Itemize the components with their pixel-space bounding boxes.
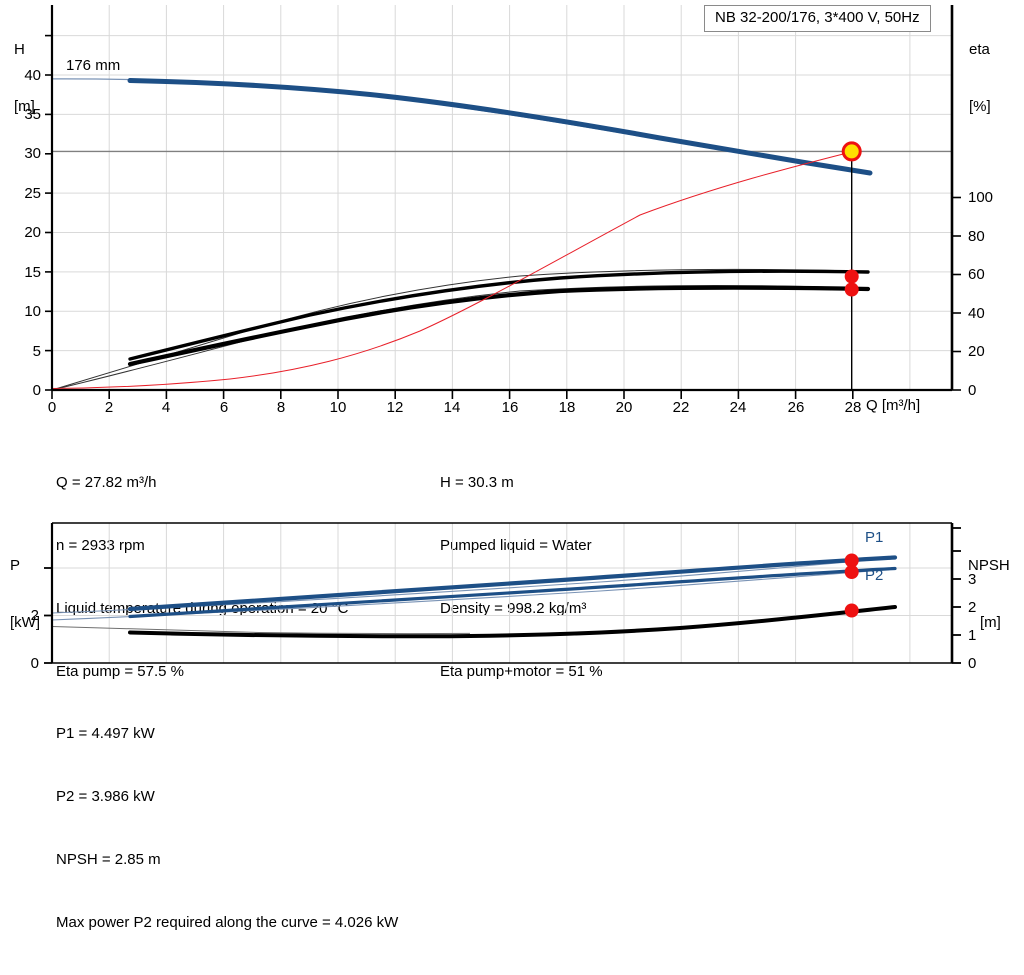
power-npsh-chart (44, 522, 961, 664)
bottom-chart-left-axis-title: P [kW] (10, 518, 40, 670)
q-tick-0: 0 (47, 399, 57, 416)
impeller-diameter-label: 176 mm (66, 57, 121, 74)
top-chart-x-ticks (51, 390, 854, 399)
duty-info-left-line-2: n = 2933 rpm (56, 537, 145, 554)
power-info: P1 = 4.497 kW P2 = 3.986 kW NPSH = 2.85 … (56, 681, 398, 975)
bottom-chart-right-axis-title: NPSH [m] (968, 518, 1010, 670)
npsh-curve-thin (51, 626, 471, 635)
pump-curve-datasheet: H [m] eta [%] Q [m³/h] 0 5 10 15 20 25 3… (10, 2, 1010, 931)
p-tick-2: 2 (30, 607, 39, 624)
power-axis-unit: [kW] (10, 614, 40, 631)
q-tick-4: 4 (161, 399, 171, 416)
duty-point-marker[interactable] (841, 141, 862, 162)
q-tick-14: 14 (443, 399, 461, 416)
power-info-line-4: Max power P2 required along the curve = … (56, 914, 399, 931)
duty-info-right-line-4: Eta pump+motor = 51 % (440, 663, 603, 680)
eta-pump-motor-duty-dot (844, 282, 859, 297)
eta-tick-60: 60 (968, 266, 985, 283)
head-axis-name: H (14, 41, 25, 58)
head-curve-thin (51, 78, 871, 174)
eta-tick-100: 100 (968, 189, 994, 206)
pump-model-title: NB 32-200/176, 3*400 V, 50Hz (704, 5, 931, 32)
power-info-line-3: NPSH = 2.85 m (56, 851, 161, 868)
h-tick-10: 10 (24, 303, 41, 320)
eta-tick-80: 80 (968, 228, 985, 245)
npsh-tick-0: 0 (968, 655, 977, 672)
npsh-duty-dot (844, 603, 859, 618)
eta-axis-name: eta (969, 41, 990, 58)
power-info-line-2: P2 = 3.986 kW (56, 788, 155, 805)
q-tick-24: 24 (729, 399, 747, 416)
head-axis-unit: [m] (14, 98, 35, 115)
duty-info-right-line-2: Pumped liquid = Water (440, 537, 592, 554)
q-tick-18: 18 (558, 399, 576, 416)
q-tick-8: 8 (276, 399, 286, 416)
p1-curve (127, 555, 898, 612)
q-tick-22: 22 (672, 399, 690, 416)
duty-info-right-line-1: H = 30.3 m (440, 474, 514, 491)
duty-info-left-line-4: Eta pump = 57.5 % (56, 663, 184, 680)
power-info-line-1: P1 = 4.497 kW (56, 725, 155, 742)
q-tick-12: 12 (386, 399, 404, 416)
p1-series-label: P1 (865, 529, 884, 546)
top-chart-left-ticks (45, 34, 52, 391)
eta-pump-curve (128, 269, 870, 361)
eta-pump-duty-dot (844, 269, 859, 284)
q-tick-2: 2 (104, 399, 114, 416)
h-tick-35: 35 (24, 106, 41, 123)
npsh-reference-curve-top (51, 151, 852, 389)
h-tick-20: 20 (24, 224, 41, 241)
npsh-curve (128, 605, 897, 639)
h-tick-30: 30 (24, 145, 41, 162)
npsh-axis-unit: [m] (980, 614, 1001, 631)
q-tick-6: 6 (219, 399, 229, 416)
head-curve (127, 78, 873, 176)
p-tick-0: 0 (30, 655, 39, 672)
p2-duty-dot (844, 565, 859, 579)
top-chart-horizontal-gridlines (52, 35, 952, 352)
bottom-chart-right-ticks (952, 527, 961, 664)
eta-tick-40: 40 (968, 305, 985, 322)
p1-duty-dot (844, 553, 859, 568)
eta-pump-motor-curve (127, 285, 871, 367)
top-chart-vertical-gridlines (108, 5, 911, 390)
npsh-axis-name: NPSH (968, 557, 1010, 574)
top-chart-left-axis-title: H [m] (14, 2, 35, 154)
npsh-tick-1: 1 (968, 627, 977, 644)
q-tick-20: 20 (615, 399, 633, 416)
h-tick-25: 25 (24, 185, 41, 202)
q-tick-16: 16 (501, 399, 519, 416)
duty-info-left: Q = 27.82 m³/h n = 2933 rpm Liquid tempe… (56, 430, 348, 724)
flow-axis-title: Q [m³/h] (866, 397, 921, 414)
h-tick-5: 5 (32, 343, 41, 360)
top-chart-right-axis-title: eta [%] (969, 2, 991, 154)
q-tick-26: 26 (787, 399, 805, 416)
q-tick-28: 28 (844, 399, 862, 416)
bottom-chart-vertical-gridlines (108, 523, 911, 663)
npsh-tick-2: 2 (968, 599, 977, 616)
q-tick-10: 10 (329, 399, 347, 416)
h-tick-0: 0 (32, 382, 41, 399)
power-axis-name: P (10, 557, 21, 574)
eta-tick-20: 20 (968, 343, 985, 360)
eta-axis-unit: [%] (969, 98, 991, 115)
npsh-tick-3: 3 (968, 571, 977, 588)
head-eta-chart (45, 5, 961, 399)
h-tick-15: 15 (24, 264, 41, 281)
duty-info-left-line-1: Q = 27.82 m³/h (56, 474, 157, 491)
h-tick-40: 40 (24, 67, 41, 84)
p2-series-label: P2 (865, 567, 884, 584)
top-chart-right-ticks (952, 196, 961, 391)
eta-tick-0: 0 (968, 382, 977, 399)
p2-curve (128, 566, 897, 619)
bottom-chart-left-ticks (44, 567, 52, 664)
